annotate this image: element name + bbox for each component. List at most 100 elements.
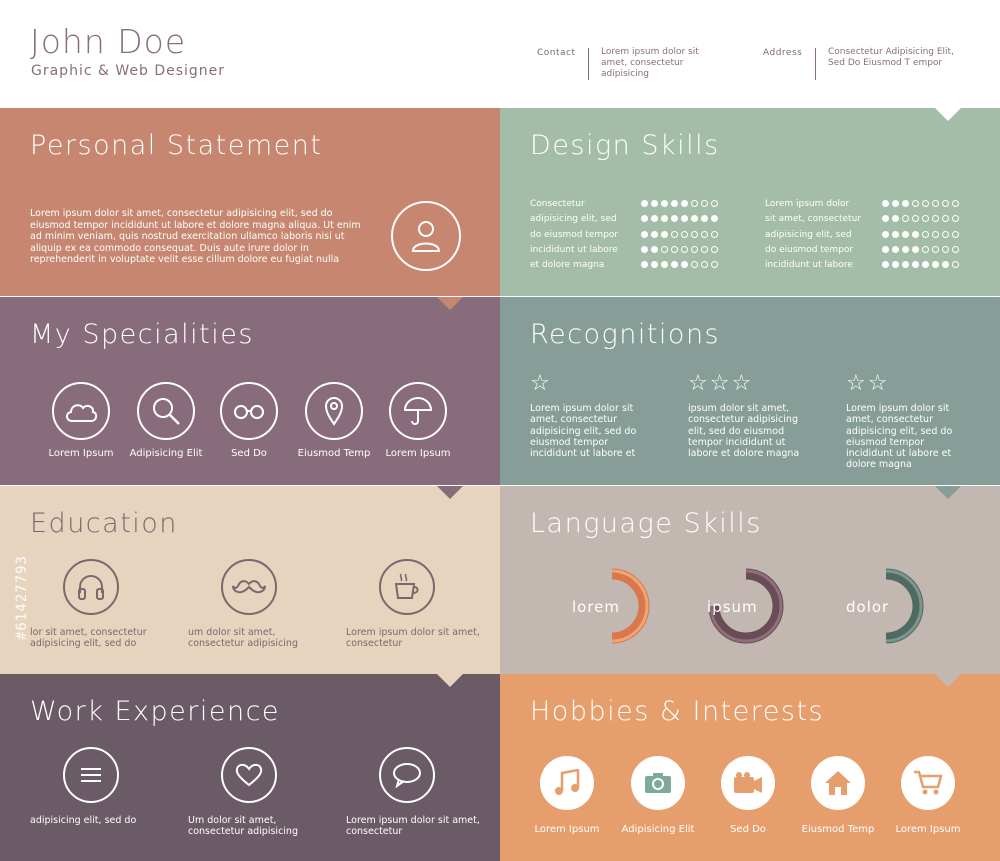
skill-label: et dolore magna — [530, 260, 605, 271]
skill-label: sit amet, consectetur — [765, 214, 861, 225]
language-rings — [611, 568, 924, 644]
skill-rating-row — [641, 261, 718, 269]
speciality-label: Lorem Ipsum — [385, 448, 451, 459]
rating-dot-empty — [952, 261, 959, 269]
language-label: lorem — [572, 598, 621, 616]
section-title: Hobbies & Interests — [530, 696, 825, 727]
rating-dot-filled — [902, 200, 909, 207]
contact-value: Lorem ipsum dolor sit amet, consectetur … — [601, 47, 699, 79]
rating-dot-empty — [952, 200, 959, 207]
rating-dot-empty — [932, 200, 939, 207]
hobby-label: Lorem Ipsum — [895, 824, 961, 835]
work-item: Um dolor sit amet, consectetur adipisici… — [188, 747, 328, 838]
skill-rating-row — [641, 200, 718, 207]
star-rating: ☆ — [530, 371, 552, 396]
personal-statement-section: Personal Statement Lorem ipsum dolor sit… — [0, 108, 500, 296]
rating-dot-filled — [892, 215, 899, 223]
location-pin-icon — [305, 382, 363, 440]
skill-rating-row — [641, 245, 718, 253]
hobby-item: Lorem Ipsum — [517, 756, 617, 835]
shopping-cart-icon — [901, 756, 955, 810]
rating-dot-empty — [691, 261, 698, 269]
recognitions-notch — [935, 486, 961, 499]
rating-dot-empty — [691, 200, 698, 207]
skill-label: do eiusmod tempor — [530, 229, 619, 240]
rating-dot-filled — [892, 230, 899, 238]
skill-rating-row — [641, 230, 718, 238]
rating-dot-filled — [892, 261, 899, 269]
hobby-item: Sed Do — [698, 756, 798, 835]
rating-dot-empty — [932, 245, 939, 253]
star-rating: ☆☆ — [846, 371, 890, 396]
rating-dot-filled — [932, 261, 939, 269]
header-notch — [935, 108, 961, 121]
speciality-item: Eiusmod Temp — [289, 382, 379, 459]
rating-dot-filled — [912, 230, 919, 238]
speciality-item: Adipisicing Elit — [121, 382, 211, 459]
rating-dot-empty — [661, 245, 668, 253]
language-ring-arc — [885, 568, 924, 644]
rating-dot-filled — [701, 215, 708, 223]
rating-dot-empty — [952, 230, 959, 238]
speciality-label: Eiusmod Temp — [297, 448, 371, 459]
rating-dot-filled — [902, 245, 909, 253]
speech-bubble-icon — [379, 747, 435, 803]
rating-dot-empty — [942, 245, 949, 253]
rating-dot-filled — [641, 245, 648, 253]
contact-label: Contact — [537, 48, 576, 58]
coffee-cup-icon — [379, 559, 435, 615]
contact-divider — [588, 48, 589, 80]
language-label: ipsum — [707, 598, 758, 616]
section-title: Design Skills — [530, 130, 720, 161]
rating-dot-filled — [661, 215, 668, 223]
speciality-item: Sed Do — [204, 382, 294, 459]
statement-text: Lorem ipsum dolor sit amet, consectetur … — [30, 208, 361, 265]
education-item: um dolor sit amet, consectetur adipisici… — [188, 559, 328, 650]
skill-rating-row — [882, 230, 959, 238]
stock-id-watermark: #61427793 — [14, 555, 30, 640]
section-title: Recognitions — [530, 319, 721, 350]
address-label: Address — [763, 48, 803, 58]
rating-dot-filled — [641, 200, 648, 207]
star-rating: ☆☆☆ — [688, 371, 754, 396]
language-ring-arc — [708, 568, 784, 644]
work-experience-section: Work Experience adipisicing elit, sed do… — [0, 674, 500, 861]
rating-dot-empty — [711, 230, 718, 238]
rating-dot-empty — [912, 200, 919, 207]
hobby-label: Adipisicing Elit — [621, 824, 695, 835]
rating-dot-empty — [701, 245, 708, 253]
rating-dot-filled — [882, 200, 889, 207]
recognitions-section: Recognitions ☆ Lorem ipsum dolor sit ame… — [500, 297, 1000, 485]
education-text: um dolor sit amet, consectetur adipisici… — [188, 627, 298, 650]
skill-label: adipisicing elit, sed — [765, 229, 852, 240]
rating-dot-empty — [942, 230, 949, 238]
education-notch — [437, 674, 463, 687]
rating-dot-filled — [892, 245, 899, 253]
rating-dot-filled — [691, 215, 698, 223]
hobby-label: Lorem Ipsum — [534, 824, 600, 835]
rating-dot-empty — [932, 230, 939, 238]
language-label: dolor — [846, 598, 890, 616]
rating-dot-filled — [902, 261, 909, 269]
design-skills-left-labels: Consectetur adipisicing elit, sed do eiu… — [530, 197, 618, 273]
rating-dot-empty — [952, 215, 959, 223]
rating-dot-empty — [922, 230, 929, 238]
rating-dot-empty — [711, 245, 718, 253]
education-item: lor sit amet, consectetur adipisicing el… — [30, 559, 170, 650]
cloud-icon — [52, 382, 110, 440]
work-text: adipisicing elit, sed do — [30, 815, 137, 826]
rating-dot-filled — [651, 261, 658, 269]
rating-dot-empty — [922, 215, 929, 223]
skill-rating-row — [882, 245, 959, 253]
rating-dot-empty — [711, 200, 718, 207]
rating-dot-filled — [711, 215, 718, 223]
skill-label: Lorem ipsum dolor — [765, 199, 850, 209]
language-notch — [935, 674, 961, 687]
rating-dot-filled — [892, 200, 899, 207]
user-icon — [391, 201, 461, 271]
speciality-label: Lorem Ipsum — [48, 448, 114, 459]
skill-rating-row — [882, 200, 959, 207]
education-text: Lorem ipsum dolor sit amet, consectetur — [346, 627, 480, 650]
headphones-icon — [63, 559, 119, 615]
hobby-item: Lorem Ipsum — [878, 756, 978, 835]
